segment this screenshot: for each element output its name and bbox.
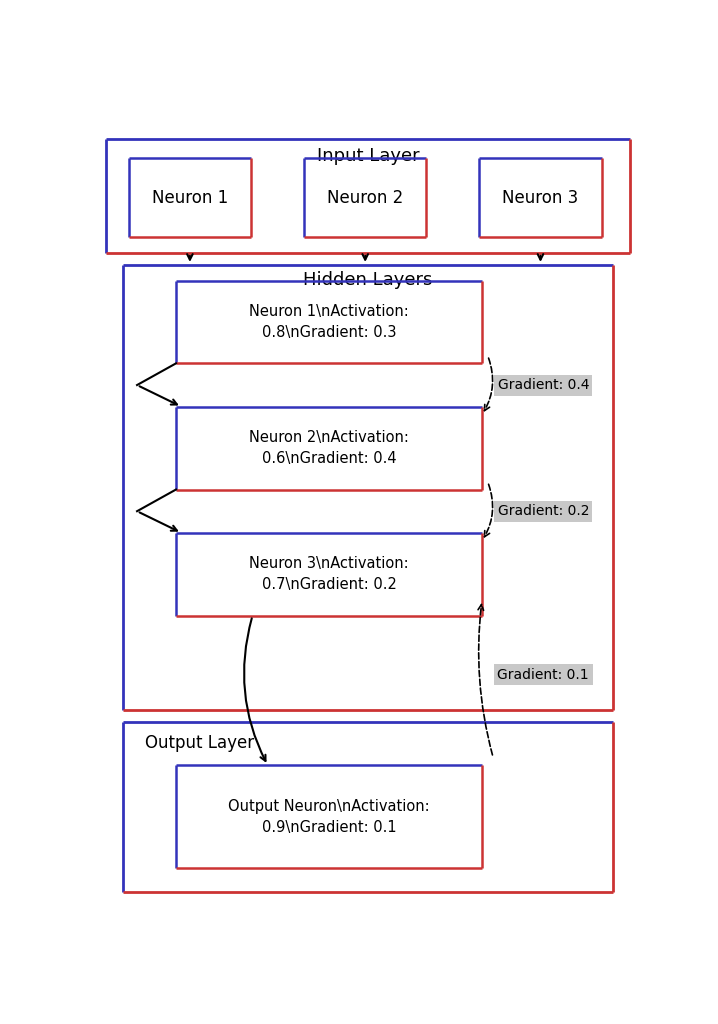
Text: Input Layer: Input Layer xyxy=(317,146,419,165)
Text: Neuron 2\nActivation:
0.6\nGradient: 0.4: Neuron 2\nActivation: 0.6\nGradient: 0.4 xyxy=(249,430,409,466)
Text: Neuron 1: Neuron 1 xyxy=(151,188,228,207)
Text: Neuron 1\nActivation:
0.8\nGradient: 0.3: Neuron 1\nActivation: 0.8\nGradient: 0.3 xyxy=(249,304,409,340)
Text: Neuron 2: Neuron 2 xyxy=(327,188,404,207)
Text: Hidden Layers: Hidden Layers xyxy=(303,271,433,289)
Text: Output Neuron\nActivation:
0.9\nGradient: 0.1: Output Neuron\nActivation: 0.9\nGradient… xyxy=(228,799,430,835)
Text: Output Layer: Output Layer xyxy=(145,734,254,752)
Text: Gradient: 0.4: Gradient: 0.4 xyxy=(498,378,589,392)
Text: Gradient: 0.1: Gradient: 0.1 xyxy=(498,668,589,682)
Text: Neuron 3: Neuron 3 xyxy=(503,188,579,207)
Text: Neuron 3\nActivation:
0.7\nGradient: 0.2: Neuron 3\nActivation: 0.7\nGradient: 0.2 xyxy=(249,556,409,592)
Text: Gradient: 0.2: Gradient: 0.2 xyxy=(498,504,589,518)
